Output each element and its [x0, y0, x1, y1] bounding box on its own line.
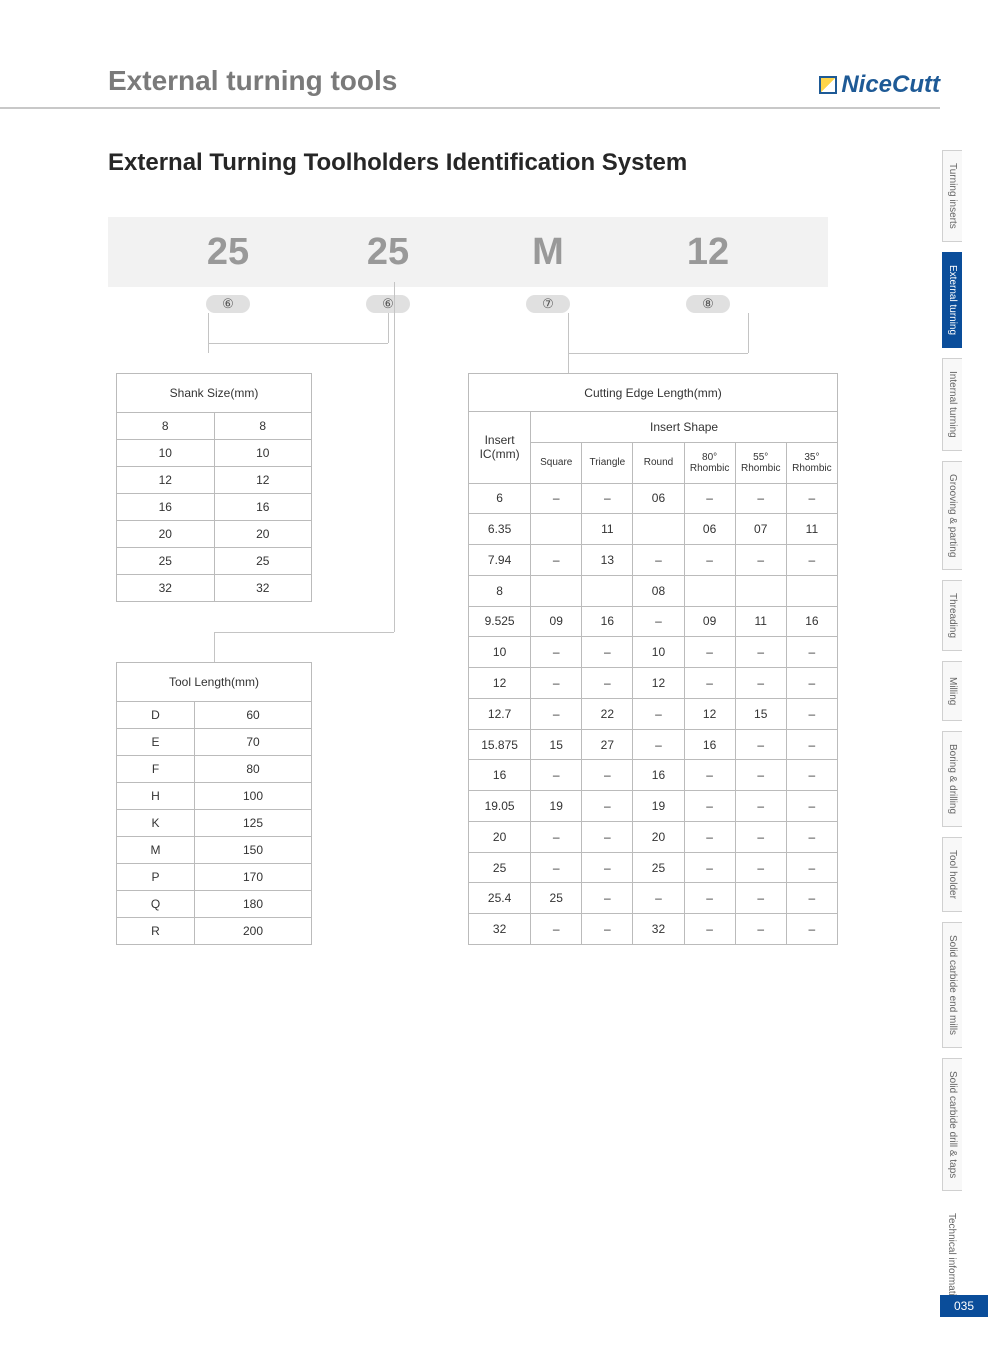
- main-content: External Turning Toolholders Identificat…: [0, 109, 842, 945]
- table-row: 6.3511060711: [469, 514, 838, 545]
- tool-title: Tool Length(mm): [117, 663, 312, 702]
- shank-title: Shank Size(mm): [117, 374, 312, 413]
- table-row: 12.7–22–1215–: [469, 698, 838, 729]
- insert-shape-head: Insert Shape: [531, 412, 838, 443]
- table-row: M150: [117, 837, 312, 864]
- identification-code-bar: 25 25 M 12: [108, 217, 828, 287]
- table-row: 88: [117, 413, 312, 440]
- table-row: D60: [117, 702, 312, 729]
- table-row: R200: [117, 918, 312, 945]
- table-row: H100: [117, 783, 312, 810]
- shank-size-table: Shank Size(mm) 8810101212161620202525323…: [116, 373, 312, 602]
- code-slot-0: 25: [148, 231, 308, 274]
- table-row: 16––16–––: [469, 760, 838, 791]
- indicator-6a: ⑥: [206, 295, 250, 313]
- sidebar-tab-3[interactable]: Grooving & parting: [942, 461, 962, 570]
- table-row: 2020: [117, 521, 312, 548]
- sidebar-tab-2[interactable]: Internal turning: [942, 358, 962, 451]
- table-row: E70: [117, 729, 312, 756]
- cutting-body: 6––06–––6.35110607117.94–13––––8089.5250…: [469, 483, 838, 944]
- table-row: 7.94–13––––: [469, 545, 838, 576]
- tool-length-table: Tool Length(mm) D60E70F80H100K125M150P17…: [116, 662, 312, 945]
- page-title: External turning tools: [108, 65, 940, 97]
- sidebar-tab-9[interactable]: Solid carbide drill & taps: [942, 1058, 962, 1191]
- cutting-edge-table: Cutting Edge Length(mm) Insert IC(mm) In…: [468, 373, 838, 945]
- table-row: 1010: [117, 440, 312, 467]
- table-row: 10––10–––: [469, 637, 838, 668]
- table-row: 19.0519–19–––: [469, 791, 838, 822]
- connector-to-tool: [108, 602, 438, 662]
- table-row: 1616: [117, 494, 312, 521]
- brand-logo: NiceCutt: [819, 71, 940, 99]
- indicator-7: ⑦: [526, 295, 570, 313]
- code-slot-3: 12: [628, 231, 788, 274]
- sidebar-tab-5[interactable]: Milling: [942, 661, 962, 721]
- table-row: 9.5250916–091116: [469, 606, 838, 637]
- table-row: 25.425–––––: [469, 883, 838, 914]
- section-subtitle: External Turning Toolholders Identificat…: [108, 149, 842, 177]
- insert-ic-head: Insert IC(mm): [469, 412, 531, 483]
- table-row: 32––32–––: [469, 914, 838, 945]
- table-row: 12––12–––: [469, 668, 838, 699]
- table-row: P170: [117, 864, 312, 891]
- sidebar-tab-4[interactable]: Threading: [942, 580, 962, 651]
- cutting-title: Cutting Edge Length(mm): [469, 374, 838, 412]
- category-sidebar: Turning inserts External turning Internal …: [942, 150, 988, 1329]
- table-row: Q180: [117, 891, 312, 918]
- table-row: 2525: [117, 548, 312, 575]
- table-row: 3232: [117, 575, 312, 602]
- shank-body: 88101012121616202025253232: [117, 413, 312, 602]
- sidebar-tab-8[interactable]: Solid carbide end mills: [942, 922, 962, 1048]
- sidebar-tab-0[interactable]: Turning inserts: [942, 150, 962, 242]
- table-row: 20––20–––: [469, 821, 838, 852]
- connector-lines: [108, 313, 828, 373]
- indicator-8: ⑧: [686, 295, 730, 313]
- code-slot-1: 25: [308, 231, 468, 274]
- sidebar-tab-6[interactable]: Boring & drilling: [942, 731, 962, 827]
- tool-body: D60E70F80H100K125M150P170Q180R200: [117, 702, 312, 945]
- table-row: K125: [117, 810, 312, 837]
- brand-text: NiceCutt: [841, 71, 940, 98]
- table-row: 6––06–––: [469, 483, 838, 514]
- sidebar-tab-1[interactable]: External turning: [942, 252, 962, 348]
- code-slot-2: M: [468, 231, 628, 274]
- sidebar-tab-7[interactable]: Tool holder: [942, 837, 962, 912]
- table-row: 1212: [117, 467, 312, 494]
- indicator-6b: ⑥: [366, 295, 410, 313]
- table-row: 25––25–––: [469, 852, 838, 883]
- brand-icon: [819, 76, 837, 94]
- page-header: External turning tools NiceCutt: [0, 0, 940, 109]
- page-number: 035: [940, 1295, 988, 1317]
- indicator-row: ⑥ ⑥ ⑦ ⑧: [108, 295, 828, 313]
- table-row: 15.8751527–16––: [469, 729, 838, 760]
- table-row: F80: [117, 756, 312, 783]
- table-row: 808: [469, 575, 838, 606]
